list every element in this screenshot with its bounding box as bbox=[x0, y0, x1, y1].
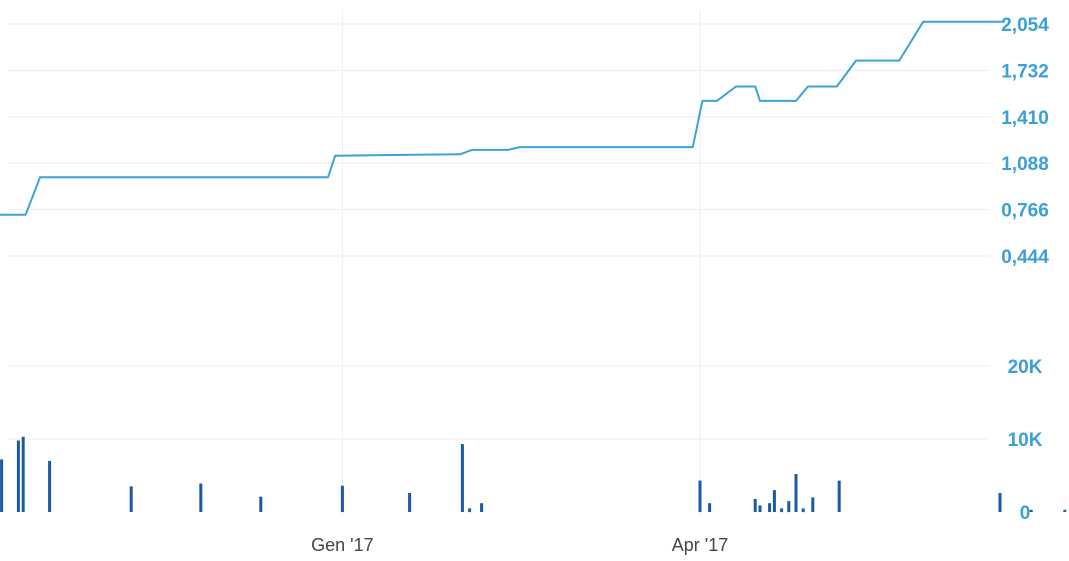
price-tick-label: 0,766 bbox=[1001, 201, 1049, 222]
x-tick-label: Gen '17 bbox=[311, 535, 373, 555]
volume-bar bbox=[698, 480, 702, 512]
volume-bar bbox=[259, 496, 263, 512]
volume-bar bbox=[758, 505, 762, 512]
volume-bar bbox=[1029, 509, 1033, 512]
time-x-axis: Gen '17 Apr '17 bbox=[311, 535, 728, 555]
volume-tick-label: 20K bbox=[1008, 357, 1043, 378]
volume-bar bbox=[794, 474, 798, 512]
price-tick-label: 1,732 bbox=[1001, 61, 1049, 82]
volume-bar bbox=[787, 501, 791, 513]
grid-layer bbox=[8, 10, 990, 515]
volume-bar bbox=[48, 460, 52, 512]
volume-tick-label: 0 bbox=[1020, 503, 1031, 524]
price-line-plot bbox=[0, 20, 1005, 216]
price-series-line bbox=[0, 20, 1005, 216]
x-tick-label: Apr '17 bbox=[672, 535, 728, 555]
volume-bar bbox=[772, 490, 776, 512]
volume-bar bbox=[16, 440, 20, 512]
volume-bar bbox=[837, 480, 841, 512]
volume-bar bbox=[460, 444, 464, 512]
volume-bar bbox=[21, 436, 25, 512]
volume-bar bbox=[768, 503, 772, 512]
price-tick-label: 0,444 bbox=[1001, 247, 1049, 268]
volume-bar bbox=[1063, 509, 1067, 512]
volume-bar bbox=[998, 493, 1002, 512]
volume-bar bbox=[129, 486, 133, 512]
volume-bar bbox=[408, 493, 412, 512]
price-tick-label: 1,088 bbox=[1001, 154, 1049, 175]
volume-bar bbox=[753, 498, 757, 512]
volume-bar bbox=[801, 508, 805, 513]
volume-bar bbox=[468, 508, 472, 513]
volume-bar bbox=[340, 485, 344, 512]
price-tick-label: 1,410 bbox=[1001, 108, 1049, 129]
volume-y-axis: 20K 10K 0 bbox=[1008, 357, 1043, 524]
volume-bar bbox=[0, 459, 4, 512]
price-y-axis: 2,054 1,732 1,410 1,088 0,766 0,444 bbox=[1001, 15, 1049, 268]
volume-bar bbox=[199, 483, 203, 512]
volume-bar bbox=[480, 503, 484, 512]
price-tick-label: 2,054 bbox=[1001, 15, 1049, 36]
volume-tick-label: 10K bbox=[1008, 430, 1043, 451]
volume-bar bbox=[780, 508, 784, 513]
volume-bar-plot bbox=[0, 436, 1067, 513]
volume-bar bbox=[708, 503, 712, 512]
volume-bar bbox=[811, 497, 815, 512]
